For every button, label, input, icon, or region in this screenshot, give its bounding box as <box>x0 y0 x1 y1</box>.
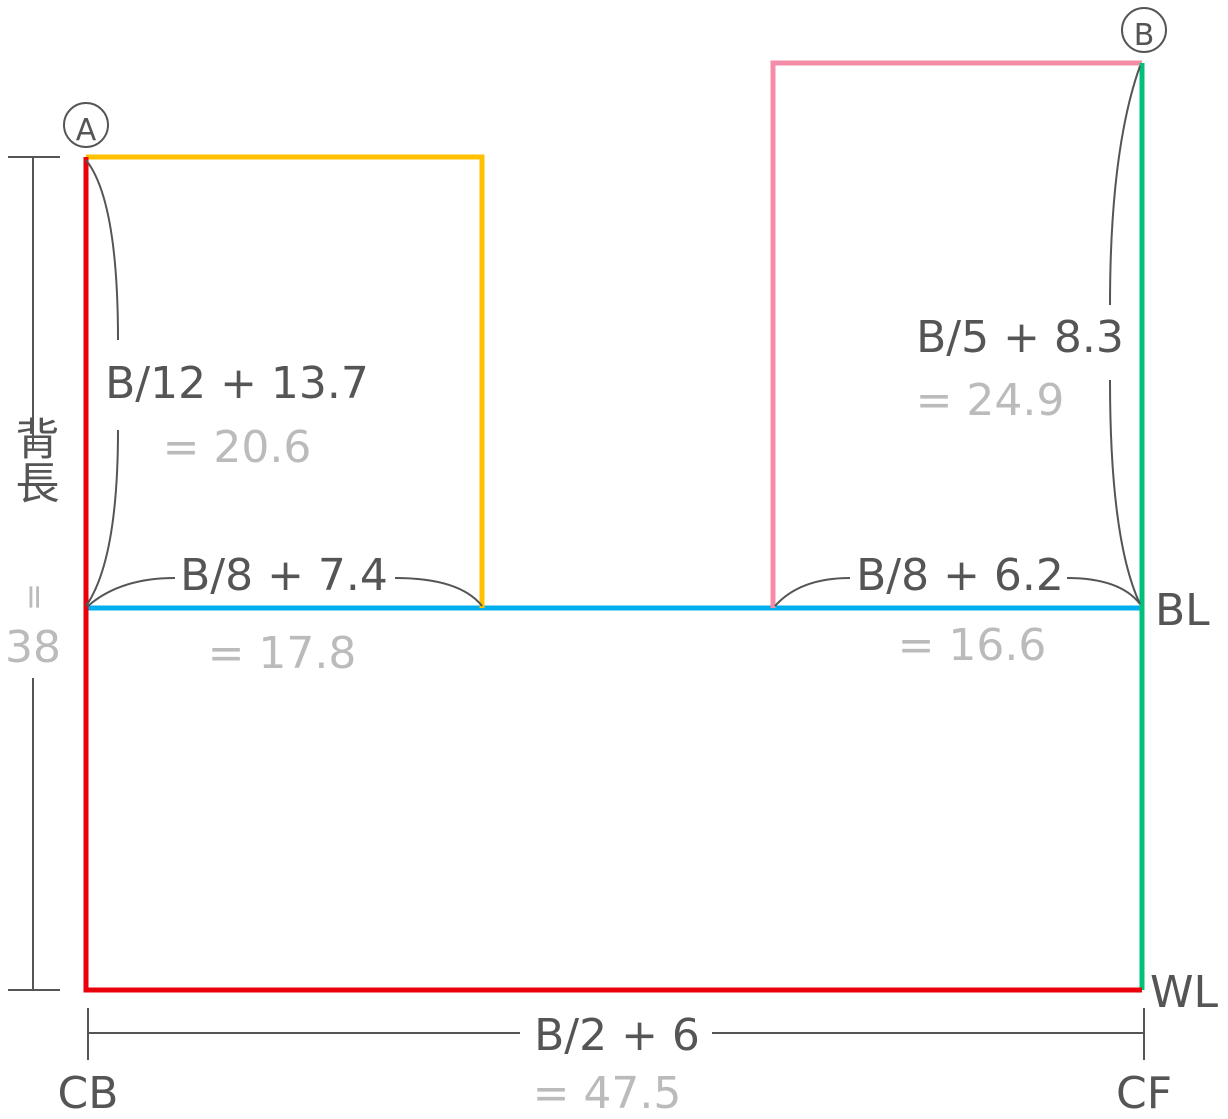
result: = 20.6 <box>163 422 312 473</box>
dimension-line <box>87 1008 1145 1060</box>
line-label: CB <box>58 1068 119 1119</box>
result: = 17.8 <box>208 628 357 679</box>
formula: B/12 + 13.7 <box>105 358 369 409</box>
result: = 16.6 <box>898 620 1047 671</box>
center-back-waist-line <box>83 157 1142 993</box>
point-label: B <box>1134 18 1155 53</box>
formula: B/8 + 7.4 <box>180 550 388 601</box>
formula: B/2 + 6 <box>534 1010 700 1061</box>
bracket <box>87 577 483 607</box>
point-marker <box>63 102 109 148</box>
formula: B/8 + 6.2 <box>856 550 1064 601</box>
back-length-value: 38 <box>5 622 61 673</box>
bracket <box>85 159 119 607</box>
formula: B/5 + 8.3 <box>916 312 1124 363</box>
back-width-box <box>86 154 485 608</box>
result: = 24.9 <box>916 375 1065 426</box>
point-label: A <box>76 113 97 148</box>
equals-sign: = <box>15 583 55 612</box>
bracket <box>1109 65 1141 605</box>
front-box <box>770 60 1142 608</box>
line-label: BL <box>1155 585 1210 636</box>
line-label: CF <box>1116 1068 1172 1119</box>
dimension-line <box>8 156 60 991</box>
point-marker <box>1121 7 1167 53</box>
bracket <box>774 577 1141 607</box>
back-length-label: 背長 <box>8 416 59 504</box>
result: = 47.5 <box>533 1068 682 1119</box>
line-label: WL <box>1150 967 1219 1018</box>
